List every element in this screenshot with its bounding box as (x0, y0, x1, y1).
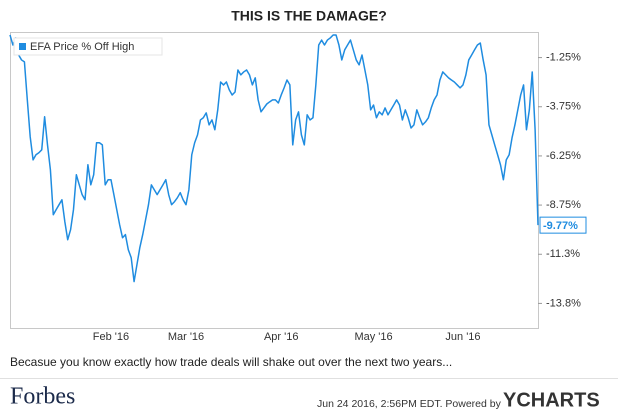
y-tick-label: -1.25% (546, 51, 581, 63)
chart-title: THIS IS THE DAMAGE? (231, 8, 387, 24)
last-value-label: -9.77% (543, 220, 578, 232)
legend-box (13, 37, 163, 56)
x-tick-label: May '16 (354, 331, 392, 343)
last-value-box (539, 216, 587, 234)
caption: Becasue you know exactly how trade deals… (10, 355, 452, 369)
x-tick-label: Feb '16 (93, 331, 129, 343)
y-tick-label: -6.25% (546, 150, 581, 162)
legend-swatch (19, 43, 26, 50)
y-tick-label: -13.8% (546, 297, 581, 309)
y-tick-label: -3.75% (546, 101, 581, 113)
data-line (9, 34, 539, 283)
brand: Forbes (10, 384, 75, 410)
plot-frame (10, 32, 539, 329)
legend-label: EFA Price % Off High (30, 41, 134, 53)
x-tick-label: Apr '16 (264, 331, 299, 343)
x-tick-label: Jun '16 (445, 331, 480, 343)
footer-brand: YCHARTS (503, 389, 600, 411)
y-tick-label: -11.3% (546, 248, 580, 260)
y-tick-label: -8.75% (546, 199, 581, 211)
x-tick-label: Mar '16 (168, 331, 204, 343)
footer-date: Jun 24 2016, 2:56PM EDT. Powered by (317, 398, 502, 410)
